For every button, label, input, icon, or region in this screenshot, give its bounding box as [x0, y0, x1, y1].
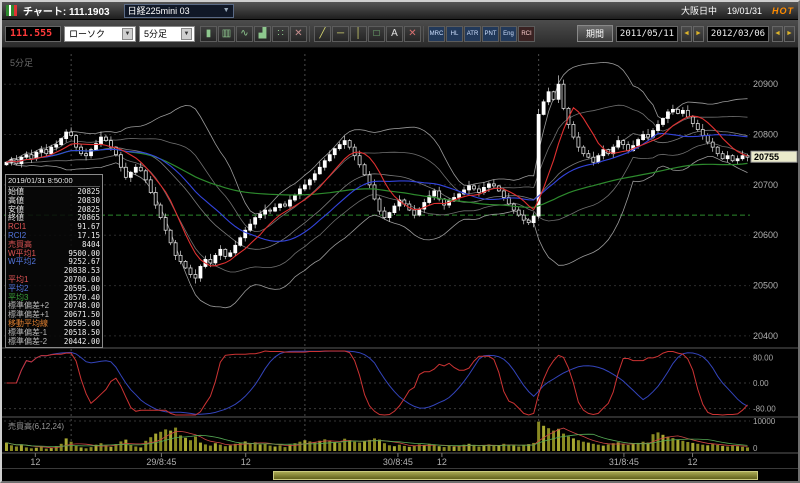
- erase-tool-icon[interactable]: ✕: [404, 25, 421, 42]
- svg-text:12: 12: [688, 457, 698, 467]
- svg-text:20700: 20700: [753, 180, 778, 190]
- svg-text:20400: 20400: [753, 331, 778, 341]
- dot-chart-icon[interactable]: ∷: [272, 25, 289, 42]
- svg-text:12: 12: [437, 457, 447, 467]
- titlebar[interactable]: チャート: 111.1903 日経225mini 03 ▼ 大阪日中 19/01…: [2, 2, 798, 20]
- tooltip-timestamp: 2019/01/31 8:50:00: [8, 176, 100, 187]
- tooltip-row: 標準偏差+2 20748.00: [8, 301, 100, 311]
- date-to-next-button[interactable]: ►: [784, 25, 795, 42]
- indicator-eng-button[interactable]: Eng: [500, 25, 517, 42]
- svg-text:20900: 20900: [753, 79, 778, 89]
- rect-tool-icon[interactable]: □: [368, 25, 385, 42]
- svg-text:31/8:45: 31/8:45: [609, 457, 639, 467]
- session-label: 大阪日中: [680, 6, 717, 16]
- indicator-mrc-button[interactable]: MRC: [428, 25, 445, 42]
- svg-text:29/8:45: 29/8:45: [146, 457, 176, 467]
- time-axis: 12 29/8:45 12 30/8:45 12 31/8:45 12: [30, 453, 698, 467]
- point-figure-icon[interactable]: ✕: [290, 25, 307, 42]
- chevron-down-icon: ▼: [181, 27, 192, 40]
- chevron-down-icon: ▼: [122, 27, 133, 40]
- data-tooltip: 2019/01/31 8:50:00 始値 20825 高値 20830 安値 20825…: [5, 174, 103, 349]
- candlestick-icon[interactable]: ▮: [200, 25, 217, 42]
- text-tool-icon[interactable]: A: [386, 25, 403, 42]
- symbol-select[interactable]: 日経225mini 03 ▼: [123, 3, 234, 18]
- indicator-rci-button[interactable]: RCI: [518, 25, 535, 42]
- trendline-tool-icon[interactable]: ╱: [314, 25, 331, 42]
- toolbar-icon-bar: ▮ ▥ ∿ ▟ ∷ ✕ ╱ ─ │ □ A ✕ MRC HL ATR PNT Eng RCI: [198, 25, 537, 42]
- hline-tool-icon[interactable]: ─: [332, 25, 349, 42]
- chevron-down-icon: ▼: [222, 7, 230, 14]
- chart-scrollbar[interactable]: [2, 468, 798, 481]
- timeframe-value: 5分足: [144, 29, 168, 39]
- tooltip-row: 売買高 8404: [8, 239, 100, 249]
- chart-type-select[interactable]: ローソク ▼: [64, 25, 136, 42]
- hot-badge: HOT: [772, 5, 794, 16]
- tooltip-row: 始値 20825: [8, 187, 100, 196]
- tooltip-row: W平均2 9252.67: [8, 257, 100, 267]
- indicator-hl-button[interactable]: HL: [446, 25, 463, 42]
- tooltip-row: 移動平均線 20595.00: [8, 318, 100, 328]
- svg-text:-80.00: -80.00: [753, 405, 776, 414]
- timeframe-select[interactable]: 5分足 ▼: [139, 25, 195, 42]
- tooltip-row: 高値 20830: [8, 195, 100, 205]
- svg-text:20800: 20800: [753, 130, 778, 140]
- toolbar: 111.555 ローソク ▼ 5分足 ▼ ▮ ▥ ∿ ▟ ∷ ✕ ╱ ─ │ □ A ✕ MRC HL AT…: [2, 20, 798, 48]
- svg-text:12: 12: [241, 457, 251, 467]
- svg-text:30/8:45: 30/8:45: [383, 457, 413, 467]
- date-from-next-button[interactable]: ►: [693, 25, 704, 42]
- svg-text:20500: 20500: [753, 281, 778, 291]
- svg-text:80.00: 80.00: [753, 353, 774, 362]
- tooltip-row: 標準偏差-1 20518.50: [8, 327, 100, 337]
- window-title: チャート: 111.1903: [23, 7, 110, 18]
- svg-text:5分足: 5分足: [10, 58, 33, 68]
- area-chart-icon[interactable]: ▟: [254, 25, 271, 42]
- date-from-field[interactable]: 2011/05/11: [616, 25, 678, 42]
- price-chart[interactable]: 20900 20800 20700 20600 20500 20400 20755 5分足 80…: [2, 48, 798, 468]
- tooltip-row: 標準偏差+1 20671.50: [8, 310, 100, 320]
- line-chart-icon[interactable]: ∿: [236, 25, 253, 42]
- tooltip-row: 20838.53: [63, 266, 100, 276]
- svg-text:売買高(6,12,24): 売買高(6,12,24): [8, 421, 64, 431]
- app-icon: [6, 5, 17, 16]
- period-button[interactable]: 期間: [576, 25, 613, 42]
- tooltip-row: 安値 20825: [8, 204, 100, 214]
- scrollbar-thumb[interactable]: [272, 471, 759, 480]
- date-to-field[interactable]: 2012/03/06: [707, 25, 769, 42]
- indicator-atr-button[interactable]: ATR: [464, 25, 481, 42]
- tooltip-row: RCI2 17.15: [8, 230, 100, 240]
- tooltip-row: RCI1 91.67: [8, 222, 100, 232]
- chart-type-value: ローソク: [69, 29, 106, 39]
- tooltip-row: 標準偏差-2 20442.00: [8, 336, 100, 346]
- vline-tool-icon[interactable]: │: [350, 25, 367, 42]
- last-price-display: 111.555: [5, 25, 61, 42]
- tooltip-row: 終値 20865: [8, 213, 100, 223]
- svg-text:10000: 10000: [753, 417, 776, 426]
- svg-text:0: 0: [753, 444, 758, 453]
- svg-text:20755: 20755: [754, 152, 779, 162]
- current-price-tag: 20755: [750, 150, 798, 163]
- date-to-prev-button[interactable]: ◄: [772, 25, 783, 42]
- rci-panel: 80.00 0.00 -80.00: [4, 350, 776, 416]
- indicator-pnt-button[interactable]: PNT: [482, 25, 499, 42]
- bar-chart-icon[interactable]: ▥: [218, 25, 235, 42]
- date-from-prev-button[interactable]: ◄: [681, 25, 692, 42]
- tooltip-row: W平均1 9500.00: [8, 248, 100, 258]
- tooltip-row: 平均3 20570.40: [8, 292, 100, 302]
- session-date: 19/01/31: [726, 5, 762, 16]
- tooltip-row: 平均1 20700.00: [8, 274, 100, 284]
- svg-text:12: 12: [30, 457, 40, 467]
- date-from-value: 2011/05/11: [619, 28, 675, 39]
- tooltip-row: 平均2 20595.00: [8, 283, 100, 293]
- svg-text:0.00: 0.00: [753, 379, 769, 388]
- svg-text:20600: 20600: [753, 230, 778, 240]
- volume-panel: 10000 0 売買高(6,12,24): [4, 417, 776, 453]
- date-to-value: 2012/03/06: [710, 28, 766, 39]
- chart-area: 20900 20800 20700 20600 20500 20400 20755 5分足 80…: [2, 48, 798, 468]
- moving-average-layer: [6, 106, 748, 267]
- symbol-label: 日経225mini 03: [127, 6, 190, 16]
